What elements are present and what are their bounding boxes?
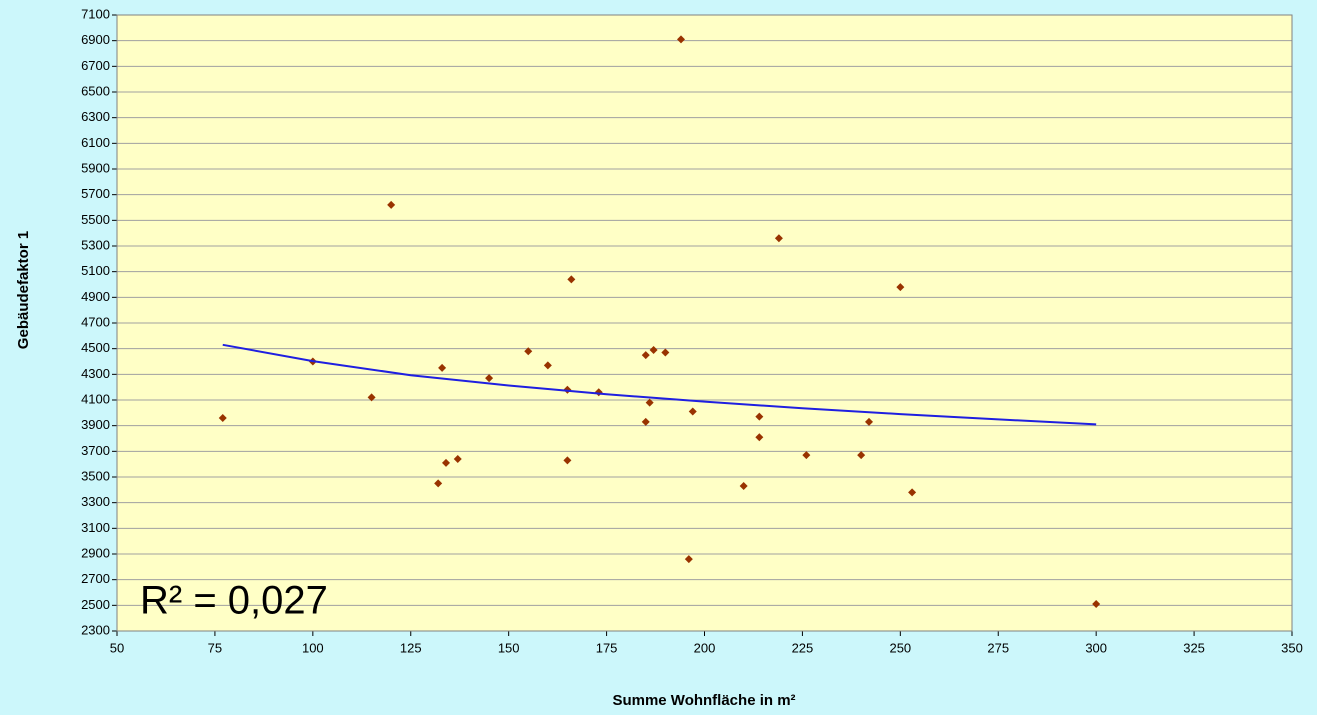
y-tick-label: 5900 [81, 160, 110, 175]
x-tick-label: 225 [792, 640, 814, 655]
x-tick-label: 325 [1183, 640, 1205, 655]
point [567, 275, 576, 284]
y-tick-label: 3300 [81, 494, 110, 509]
x-tick-label: 200 [694, 640, 716, 655]
y-tick-label: 2300 [81, 622, 110, 637]
x-tick-label: 75 [208, 640, 222, 655]
y-tick-label: 7100 [81, 6, 110, 21]
point [485, 374, 494, 383]
x-tick-label: 125 [400, 640, 422, 655]
point [661, 348, 670, 357]
point [645, 398, 654, 407]
point [524, 347, 533, 356]
y-tick-label: 3500 [81, 468, 110, 483]
point [908, 488, 917, 497]
point [755, 412, 764, 421]
y-tick-label: 6700 [81, 58, 110, 73]
annotation: R² = 0,027 [140, 579, 328, 623]
point [563, 456, 572, 465]
y-tick-label: 5100 [81, 263, 110, 278]
y-tick-label: 3100 [81, 520, 110, 535]
point [367, 393, 376, 402]
y-tick-label: 2500 [81, 597, 110, 612]
y-tick-label: 4900 [81, 289, 110, 304]
y-tick-label: 6900 [81, 32, 110, 47]
y-tick-label: 4300 [81, 366, 110, 381]
point [641, 351, 650, 360]
y-tick-label: 6500 [81, 83, 110, 98]
point [434, 479, 443, 488]
x-tick-label: 250 [889, 640, 911, 655]
point [1092, 600, 1101, 609]
point [387, 200, 396, 209]
y-tick-label: 2900 [81, 545, 110, 560]
point [684, 555, 693, 564]
point [688, 407, 697, 416]
point [755, 433, 764, 442]
y-axis-label: Gebäudefaktor 1 [15, 231, 32, 349]
point [438, 363, 447, 372]
y-tick-label: 4500 [81, 340, 110, 355]
y-tick-label: 3700 [81, 443, 110, 458]
y-tick-label: 2700 [81, 571, 110, 586]
point [677, 35, 685, 44]
x-tick-label: 150 [498, 640, 520, 655]
plot-border [116, 14, 1293, 632]
y-tick-label: 6100 [81, 135, 110, 150]
x-tick-label: 300 [1085, 640, 1107, 655]
point [649, 345, 658, 354]
point [802, 451, 811, 460]
point [453, 455, 462, 464]
y-tick-label: 6300 [81, 109, 110, 124]
x-axis-label: Summe Wohnfläche in m² [612, 692, 795, 709]
point [774, 234, 783, 243]
y-tick-label: 4700 [81, 314, 110, 329]
y-tick-label: 4100 [81, 391, 110, 406]
point [641, 417, 650, 426]
x-tick-label: 50 [110, 640, 124, 655]
point [865, 417, 873, 426]
point [442, 458, 450, 467]
trendline [222, 343, 1097, 426]
point [896, 283, 905, 292]
point [543, 361, 552, 370]
point [857, 451, 866, 460]
x-tick-label: 275 [987, 640, 1009, 655]
point [218, 413, 227, 422]
y-tick-label: 5500 [81, 212, 110, 227]
y-tick-label: 3900 [81, 417, 110, 432]
x-tick-label: 100 [302, 640, 324, 655]
y-tick-label: 5300 [81, 237, 110, 252]
point [739, 481, 748, 490]
x-tick-label: 350 [1281, 640, 1303, 655]
x-tick-label: 175 [596, 640, 618, 655]
y-tick-label: 5700 [81, 186, 110, 201]
